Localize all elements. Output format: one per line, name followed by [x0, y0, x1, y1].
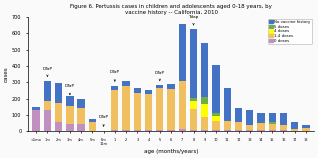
Bar: [134, 93, 141, 130]
Bar: [32, 107, 40, 110]
Bar: [257, 123, 265, 130]
Bar: [167, 130, 175, 131]
Text: Tdap: Tdap: [188, 15, 199, 25]
Bar: [167, 89, 175, 130]
Bar: [78, 100, 85, 108]
Bar: [156, 88, 163, 130]
Bar: [224, 130, 231, 131]
Bar: [145, 130, 152, 131]
Bar: [246, 125, 253, 130]
Bar: [257, 113, 265, 123]
Bar: [111, 91, 119, 130]
Bar: [201, 43, 208, 97]
Bar: [291, 122, 298, 129]
Bar: [269, 122, 276, 124]
Bar: [246, 110, 253, 125]
Bar: [201, 103, 208, 117]
Text: DTaP: DTaP: [155, 71, 165, 81]
Bar: [122, 130, 130, 131]
Bar: [201, 97, 208, 103]
Bar: [66, 124, 73, 131]
Bar: [66, 96, 73, 106]
Bar: [55, 83, 62, 103]
Bar: [269, 130, 276, 131]
Bar: [32, 110, 40, 131]
Bar: [89, 122, 96, 131]
Bar: [122, 85, 130, 130]
Bar: [78, 108, 85, 124]
Bar: [134, 130, 141, 131]
Bar: [156, 130, 163, 131]
Bar: [280, 113, 287, 125]
Bar: [122, 81, 130, 85]
Bar: [235, 108, 242, 122]
Bar: [269, 112, 276, 122]
Bar: [44, 110, 51, 131]
Bar: [145, 94, 152, 130]
Bar: [212, 112, 220, 116]
Bar: [190, 29, 197, 98]
Legend: No vaccine history, 5 doses, 4 doses, 1-4 doses, 0 doses: No vaccine history, 5 doses, 4 doses, 1-…: [268, 19, 312, 44]
Bar: [190, 98, 197, 101]
Bar: [179, 24, 186, 82]
Bar: [280, 125, 287, 130]
Bar: [78, 124, 85, 131]
Title: Figure 6. Pertussis cases in children and adolescents aged 0-18 years, by
vaccin: Figure 6. Pertussis cases in children an…: [70, 4, 272, 15]
Bar: [145, 91, 152, 94]
Bar: [212, 65, 220, 112]
Bar: [190, 101, 197, 109]
Bar: [89, 119, 96, 122]
Bar: [280, 130, 287, 131]
Bar: [212, 130, 220, 131]
Bar: [55, 103, 62, 122]
Bar: [156, 85, 163, 88]
Bar: [179, 82, 186, 129]
Bar: [257, 130, 265, 131]
Bar: [44, 101, 51, 110]
Bar: [212, 116, 220, 121]
Bar: [235, 130, 242, 131]
Bar: [190, 130, 197, 131]
Bar: [201, 130, 208, 131]
Y-axis label: cases: cases: [4, 66, 9, 82]
Bar: [291, 129, 298, 131]
Bar: [66, 106, 73, 124]
Bar: [302, 128, 310, 131]
Text: DTaP: DTaP: [99, 115, 108, 126]
Bar: [246, 130, 253, 131]
Bar: [235, 122, 242, 130]
Bar: [190, 109, 197, 130]
Bar: [44, 81, 51, 101]
Text: DTaP: DTaP: [42, 67, 52, 76]
Text: DTaP: DTaP: [65, 84, 75, 95]
Bar: [269, 124, 276, 130]
Bar: [134, 88, 141, 93]
Bar: [111, 85, 119, 91]
Bar: [302, 125, 310, 128]
Bar: [224, 88, 231, 121]
Text: DTaP: DTaP: [110, 70, 120, 81]
Bar: [201, 117, 208, 130]
X-axis label: age (months/years): age (months/years): [144, 149, 198, 154]
Bar: [111, 130, 119, 131]
Bar: [179, 129, 186, 131]
Bar: [167, 84, 175, 89]
Bar: [224, 121, 231, 130]
Bar: [212, 121, 220, 130]
Bar: [55, 122, 62, 131]
